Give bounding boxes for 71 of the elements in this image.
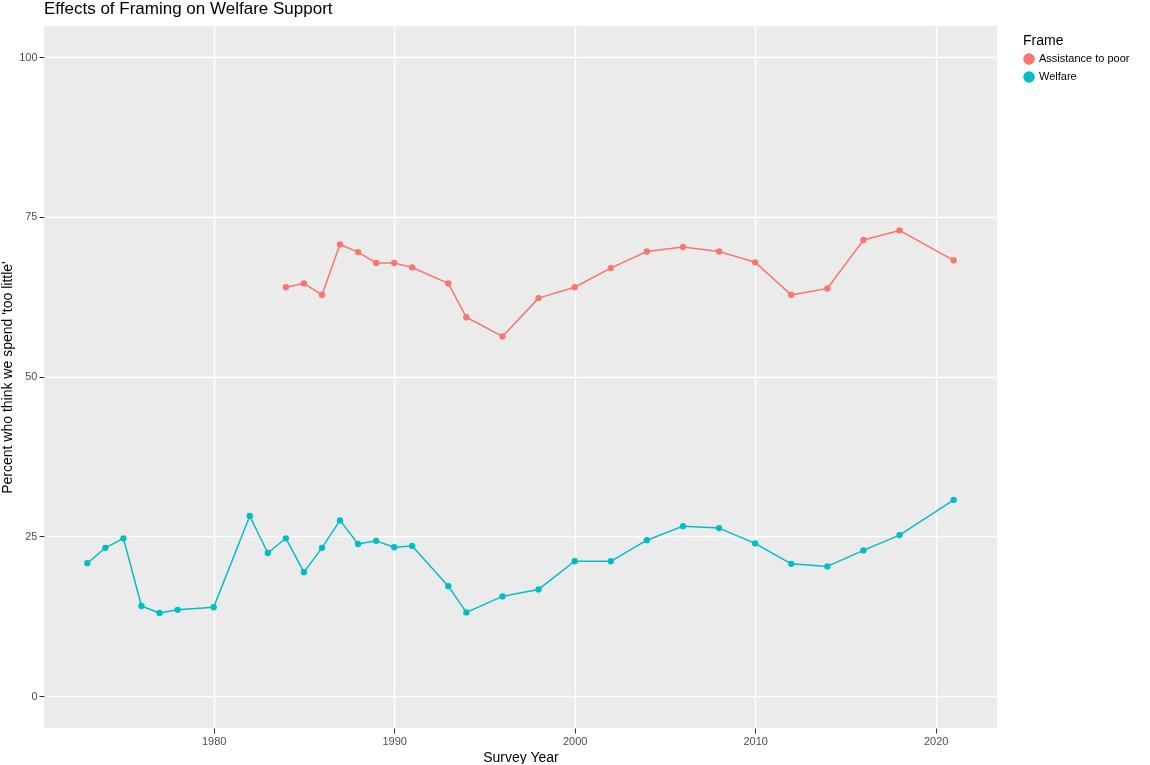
- point: [715, 524, 723, 532]
- point: [372, 537, 380, 544]
- point: [607, 264, 614, 272]
- point: [445, 280, 452, 287]
- point: [824, 285, 831, 292]
- point: [318, 544, 326, 552]
- point: [463, 314, 470, 321]
- point: [571, 558, 578, 565]
- legend-title: Frame: [1023, 32, 1064, 48]
- point: [390, 259, 398, 267]
- point: [336, 517, 344, 524]
- point: [282, 284, 290, 291]
- y-tick-label: 25: [25, 529, 38, 542]
- point: [409, 264, 416, 271]
- x-tick-label: 2000: [562, 734, 588, 747]
- y-tick-label: 0: [31, 689, 38, 702]
- point: [174, 606, 181, 613]
- point: [679, 243, 687, 251]
- point: [156, 609, 163, 617]
- point: [318, 291, 326, 299]
- x-tick-label: 1980: [201, 734, 227, 747]
- point: [445, 583, 452, 590]
- y-axis-title: Percent who think we spend 'too little': [0, 261, 16, 494]
- point: [571, 284, 578, 291]
- point: [607, 558, 614, 565]
- legend-label: Assistance to poor: [1039, 52, 1130, 64]
- point: [210, 604, 217, 611]
- point: [463, 609, 470, 616]
- point: [950, 496, 957, 504]
- point: [282, 535, 290, 542]
- chart-title: Effects of Framing on Welfare Support: [44, 0, 333, 18]
- point: [264, 549, 271, 557]
- point: [896, 531, 903, 539]
- point: [409, 542, 416, 550]
- point: [499, 333, 506, 340]
- x-tick-label: 2020: [923, 734, 949, 747]
- point: [679, 523, 687, 530]
- y-tick-label: 100: [19, 50, 38, 63]
- point: [535, 586, 542, 593]
- x-tick-label: 1990: [382, 734, 407, 747]
- point: [950, 257, 957, 264]
- point: [643, 248, 651, 255]
- point: [246, 512, 253, 520]
- y-tick-label: 75: [25, 210, 38, 223]
- point: [336, 241, 344, 248]
- point: [354, 540, 362, 548]
- point: [138, 602, 145, 610]
- point: [372, 259, 380, 267]
- point: [535, 294, 542, 302]
- point: [860, 236, 867, 244]
- x-axis-title: Survey Year: [483, 748, 560, 765]
- point: [300, 568, 308, 576]
- point: [102, 544, 109, 552]
- point: [715, 248, 723, 255]
- legend-label: Welfare: [1039, 70, 1077, 82]
- point: [84, 560, 91, 567]
- point: [300, 280, 308, 287]
- point: [354, 248, 362, 256]
- point: [751, 259, 759, 266]
- point: [788, 291, 795, 299]
- point: [643, 537, 651, 544]
- point: [824, 563, 831, 570]
- point: [390, 544, 398, 551]
- point: [120, 535, 127, 542]
- point: [896, 227, 903, 234]
- point: [860, 547, 867, 554]
- point: [499, 593, 506, 600]
- point: [751, 540, 759, 547]
- point: [788, 560, 795, 567]
- y-tick-label: 50: [25, 370, 38, 383]
- x-tick-label: 2010: [743, 734, 768, 747]
